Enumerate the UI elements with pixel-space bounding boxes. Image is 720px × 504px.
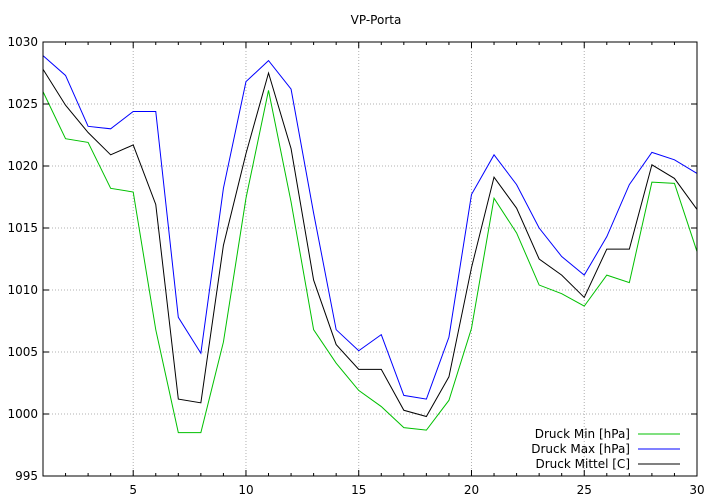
- series-line-2: [42, 55, 698, 400]
- plot-frame: [42, 41, 698, 477]
- grid: [43, 42, 697, 476]
- y-tick-label: 1010: [7, 283, 38, 297]
- legend-label-1: Druck Min [hPa]: [535, 427, 630, 441]
- y-tick-label: 1015: [7, 221, 38, 235]
- y-tick-label: 1025: [7, 97, 38, 111]
- x-tick-label: 25: [577, 483, 592, 497]
- x-tick-label: 20: [464, 483, 479, 497]
- y-tick-label: 1005: [7, 345, 38, 359]
- y-tick-label: 1020: [7, 159, 38, 173]
- legend-label-2: Druck Max [hPa]: [531, 442, 630, 456]
- y-tick-label: 1000: [7, 407, 38, 421]
- legend-label-3: Druck Mittel [C]: [535, 457, 630, 471]
- chart-title: VP-Porta: [351, 13, 402, 27]
- series-lines: [42, 55, 698, 434]
- series-line-1: [42, 90, 698, 434]
- y-tick-label: 1030: [7, 35, 38, 49]
- x-tick-label: 5: [129, 483, 137, 497]
- y-tick-label: 995: [15, 469, 38, 483]
- x-tick-label: 15: [351, 483, 366, 497]
- legend: Druck Min [hPa]Druck Max [hPa]Druck Mitt…: [531, 427, 680, 471]
- series-line-3: [42, 69, 698, 418]
- x-tick-label: 10: [238, 483, 253, 497]
- x-tick-label: 30: [689, 483, 704, 497]
